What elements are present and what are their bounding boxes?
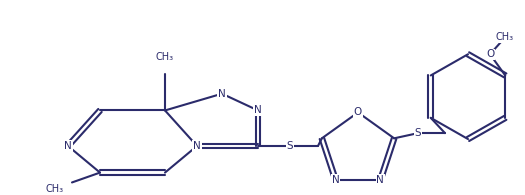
Text: N: N: [193, 141, 201, 151]
Text: S: S: [415, 128, 421, 138]
Text: N: N: [254, 105, 262, 115]
Text: N: N: [64, 141, 72, 151]
Text: CH₃: CH₃: [46, 184, 64, 194]
Text: CH₃: CH₃: [496, 33, 514, 43]
Text: CH₃: CH₃: [156, 52, 174, 62]
Text: N: N: [218, 89, 226, 99]
Text: S: S: [287, 141, 293, 151]
Text: O: O: [354, 107, 362, 117]
Text: N: N: [332, 175, 340, 185]
Text: N: N: [376, 175, 384, 185]
Text: O: O: [486, 49, 494, 59]
